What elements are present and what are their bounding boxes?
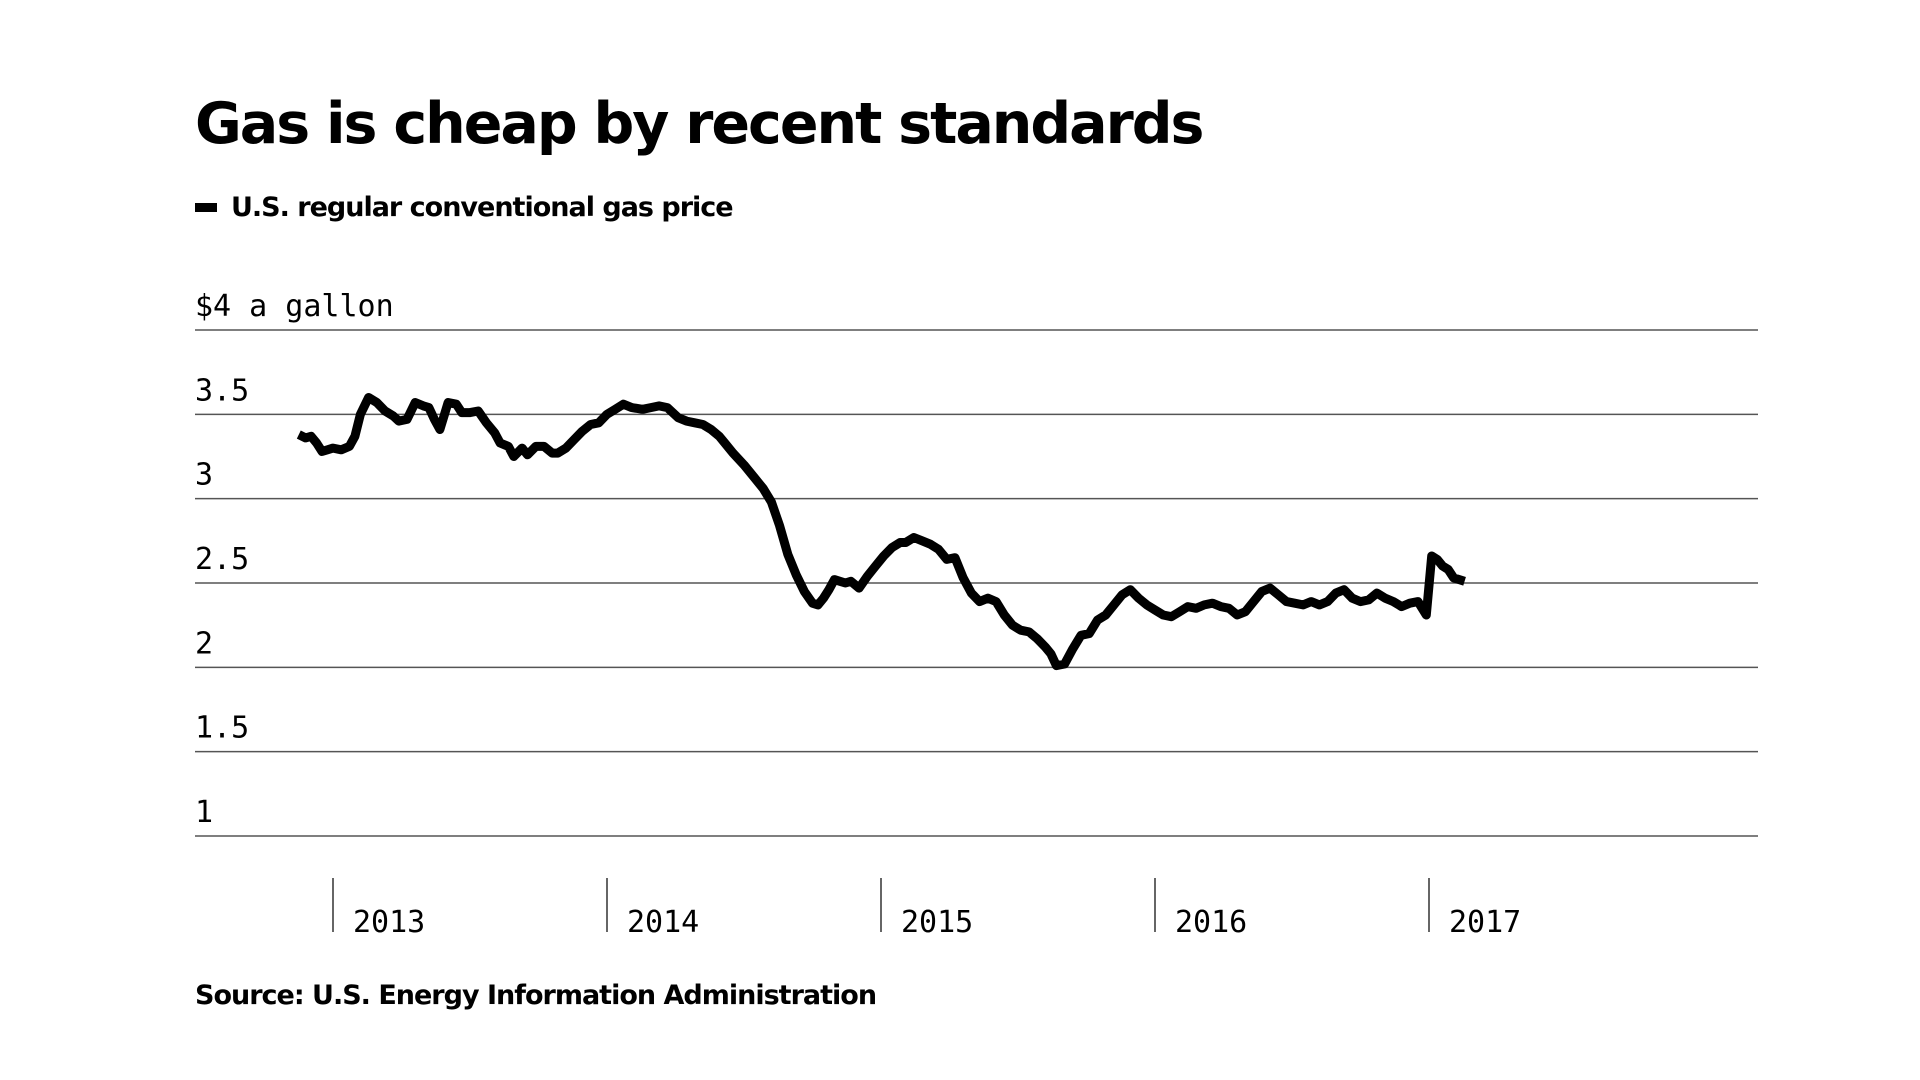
x-tick-label: 2013 bbox=[353, 905, 425, 940]
line-chart: $4 a gallon 3.5 3 2.5 2 1.5 1 2013 2014 2015 2016… bbox=[0, 0, 1920, 1080]
y-tick-label: 1 bbox=[195, 795, 213, 830]
x-tick-label: 2015 bbox=[901, 905, 973, 940]
y-tick-label: 3 bbox=[195, 458, 213, 493]
x-tick-label: 2017 bbox=[1449, 905, 1521, 940]
x-axis-ticks: 2013 2014 2015 2016 2017 bbox=[333, 878, 1521, 940]
series-line bbox=[299, 398, 1465, 666]
source-note: Source: U.S. Energy Information Administ… bbox=[195, 980, 876, 1011]
x-tick-label: 2016 bbox=[1175, 905, 1247, 940]
y-axis-labels: $4 a gallon 3.5 3 2.5 2 1.5 1 bbox=[195, 289, 394, 830]
series-layer bbox=[299, 398, 1465, 666]
x-tick-label: 2014 bbox=[627, 905, 699, 940]
y-tick-label: 2 bbox=[195, 626, 213, 661]
y-tick-label: 2.5 bbox=[195, 542, 249, 577]
y-tick-label: 3.5 bbox=[195, 373, 249, 408]
y-tick-label: 1.5 bbox=[195, 711, 249, 746]
y-tick-label: $4 a gallon bbox=[195, 289, 394, 324]
